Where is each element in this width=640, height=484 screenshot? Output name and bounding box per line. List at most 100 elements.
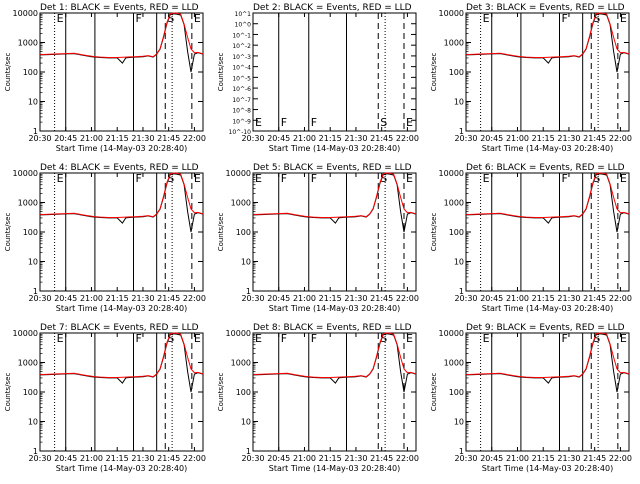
y-tick-label: 10 xyxy=(454,98,464,107)
x-tick-label: 21:00 xyxy=(80,134,103,143)
y-tick-label: 10^-3 xyxy=(232,54,251,61)
y-tick-label: 10 xyxy=(28,258,38,267)
y-tick-label: 10^-10 xyxy=(229,129,252,136)
y-tick-label: 100 xyxy=(23,228,38,237)
x-tick-label: 20:30 xyxy=(241,294,264,303)
x-tick-label: 20:30 xyxy=(454,294,477,303)
y-tick-label: 1 xyxy=(33,127,38,136)
event-marker-label: E xyxy=(406,332,413,345)
event-marker-label: E xyxy=(406,172,413,185)
y-tick-label: 100 xyxy=(236,388,251,397)
y-tick-label: 10000 xyxy=(13,169,38,178)
x-tick-label: 21:15 xyxy=(106,134,129,143)
x-tick-label: 21:00 xyxy=(80,454,103,463)
y-tick-label: 10^-8 xyxy=(232,108,251,115)
detector-panel-7: Det 7: BLACK = Events, RED = LLD 20:30 20:… xyxy=(4,323,206,473)
x-tick-label: 21:45 xyxy=(370,454,393,463)
event-marker-label: S xyxy=(593,12,600,25)
y-tick-label: 10^-1 xyxy=(232,32,251,39)
x-tick-label: 21:30 xyxy=(344,134,367,143)
plot-frame xyxy=(39,172,204,292)
y-tick-label: 100 xyxy=(449,388,464,397)
y-tick-label: 10000 xyxy=(226,169,251,178)
y-axis-label: Counts/sec xyxy=(430,53,438,92)
y-axis-label: Counts/sec xyxy=(4,213,12,252)
y-tick-label: 10000 xyxy=(226,329,251,338)
event-marker-label: E xyxy=(57,172,64,185)
x-tick-label: 21:15 xyxy=(319,134,342,143)
x-tick-label: 21:45 xyxy=(370,294,393,303)
x-axis-label: Start Time (14-May-03 20:28:40) xyxy=(56,144,187,153)
x-tick-label: 21:15 xyxy=(319,294,342,303)
x-tick-label: 21:00 xyxy=(506,294,529,303)
y-tick-label: 10^-2 xyxy=(232,43,251,50)
x-tick-label: 21:30 xyxy=(131,134,154,143)
x-axis-label: Start Time (14-May-03 20:28:40) xyxy=(482,144,613,153)
event-marker-label: E xyxy=(483,12,490,25)
event-marker-label: E xyxy=(194,12,201,25)
panel-title: Det 9: BLACK = Events, RED = LLD xyxy=(466,323,625,333)
x-axis-label: Start Time (14-May-03 20:28:40) xyxy=(269,304,400,313)
event-marker-label: F xyxy=(136,12,142,25)
event-marker-label: S xyxy=(593,172,600,185)
event-marker-label: S xyxy=(380,332,387,345)
x-tick-label: 22:00 xyxy=(396,454,419,463)
y-tick-label: 100 xyxy=(449,68,464,77)
y-tick-label: 10^-5 xyxy=(232,75,251,82)
y-tick-label: 10^-4 xyxy=(232,65,251,72)
x-tick-label: 20:45 xyxy=(54,454,77,463)
y-axis-label: Counts/sec xyxy=(4,373,12,412)
y-tick-label: 10000 xyxy=(13,329,38,338)
y-axis-label: Counts/sec xyxy=(4,53,12,92)
panel-title: Det 2: BLACK = Events, RED = LLD xyxy=(253,3,412,13)
y-tick-label: 10^-9 xyxy=(232,118,251,125)
y-tick-label: 1000 xyxy=(444,359,464,368)
x-tick-label: 21:00 xyxy=(506,454,529,463)
y-tick-label: 1 xyxy=(246,447,251,456)
x-tick-label: 21:15 xyxy=(532,454,555,463)
x-tick-label: 20:30 xyxy=(454,454,477,463)
panel-title: Det 7: BLACK = Events, RED = LLD xyxy=(40,323,199,333)
detector-panel-6: Det 6: BLACK = Events, RED = LLD 20:30 20:… xyxy=(430,163,632,313)
y-tick-label: 10000 xyxy=(439,169,464,178)
x-tick-label: 21:30 xyxy=(557,134,580,143)
x-tick-label: 21:15 xyxy=(319,454,342,463)
event-marker-label: E xyxy=(194,332,201,345)
x-tick-label: 22:00 xyxy=(183,294,206,303)
x-tick-label: 20:30 xyxy=(28,294,51,303)
event-marker-label: F xyxy=(311,172,317,185)
x-axis-label: Start Time (14-May-03 20:28:40) xyxy=(482,464,613,473)
x-tick-label: 21:45 xyxy=(583,134,606,143)
y-tick-label: 100 xyxy=(236,228,251,237)
x-tick-label: 21:00 xyxy=(80,294,103,303)
event-marker-label: E xyxy=(620,172,627,185)
x-tick-label: 21:15 xyxy=(532,134,555,143)
plot-frame xyxy=(465,332,630,452)
lld-series-line xyxy=(465,12,630,58)
y-tick-label: 10 xyxy=(454,258,464,267)
y-tick-label: 100 xyxy=(23,68,38,77)
x-tick-label: 21:45 xyxy=(583,454,606,463)
event-marker-label: F xyxy=(562,172,568,185)
x-tick-label: 22:00 xyxy=(396,134,419,143)
event-marker-label: F xyxy=(562,332,568,345)
x-tick-label: 21:45 xyxy=(157,134,180,143)
y-tick-label: 1000 xyxy=(231,199,251,208)
lld-series-line xyxy=(39,12,204,58)
plot-frame xyxy=(252,172,417,292)
event-marker-label: S xyxy=(167,172,174,185)
y-tick-label: 1 xyxy=(33,287,38,296)
event-marker-label: E xyxy=(194,172,201,185)
x-tick-label: 22:00 xyxy=(183,134,206,143)
y-tick-label: 10 xyxy=(454,418,464,427)
x-tick-label: 20:45 xyxy=(267,454,290,463)
event-marker-label: E xyxy=(406,116,413,129)
x-tick-label: 21:00 xyxy=(293,454,316,463)
event-marker-label: F xyxy=(281,116,287,129)
x-tick-label: 20:45 xyxy=(54,294,77,303)
x-axis-label: Start Time (14-May-03 20:28:40) xyxy=(56,464,187,473)
detector-panel-8: Det 8: BLACK = Events, RED = LLD 20:30 20:… xyxy=(217,323,419,473)
event-marker-label: E xyxy=(483,172,490,185)
